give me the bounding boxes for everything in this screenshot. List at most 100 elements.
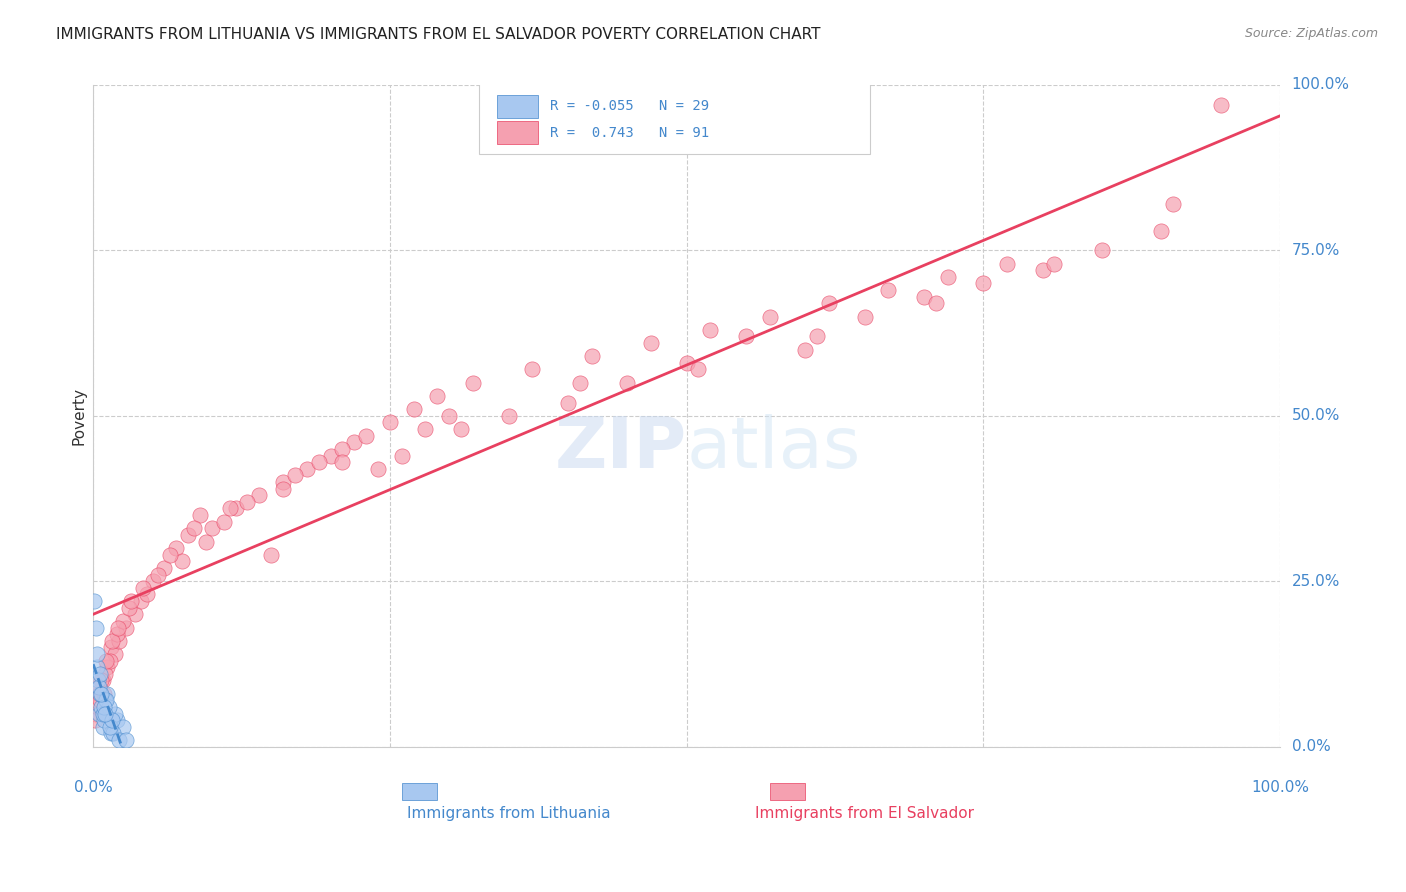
Point [108, 733, 131, 747]
Point [391, 449, 413, 463]
Point [87, 673, 110, 688]
Point [153, 561, 176, 575]
Point [87, 687, 110, 701]
Point [111, 720, 134, 734]
Point [183, 521, 205, 535]
Bar [496, 95, 538, 118]
Point [402, 402, 425, 417]
Point [284, 468, 307, 483]
Bar [769, 783, 806, 799]
Point [522, 362, 544, 376]
Point [124, 607, 146, 622]
Point [115, 733, 138, 747]
Bar [402, 783, 437, 799]
Point [89, 666, 111, 681]
Point [818, 296, 841, 310]
Point [97, 700, 120, 714]
Point [1161, 197, 1184, 211]
Point [557, 395, 579, 409]
Point [461, 376, 484, 390]
FancyBboxPatch shape [479, 82, 870, 154]
Point [295, 461, 318, 475]
Text: 50.0%: 50.0% [1292, 409, 1340, 424]
Point [354, 428, 377, 442]
Point [103, 726, 125, 740]
Point [201, 521, 224, 535]
Point [105, 627, 128, 641]
Point [794, 343, 817, 357]
Bar [496, 121, 538, 145]
Point [148, 567, 170, 582]
Point [132, 581, 155, 595]
Point [141, 574, 163, 589]
Point [225, 501, 247, 516]
Text: Source: ZipAtlas.com: Source: ZipAtlas.com [1244, 27, 1378, 40]
Point [84, 706, 107, 721]
Point [735, 329, 758, 343]
Point [100, 640, 122, 655]
Text: 0.0%: 0.0% [1292, 739, 1330, 754]
Point [87, 680, 110, 694]
Point [83, 594, 105, 608]
Point [89, 687, 111, 701]
Point [332, 455, 354, 469]
Point [426, 389, 449, 403]
Point [111, 614, 134, 628]
Point [165, 541, 187, 556]
Point [1150, 223, 1173, 237]
Point [936, 269, 959, 284]
Point [1032, 263, 1054, 277]
Point [177, 528, 200, 542]
Point [218, 501, 240, 516]
Point [86, 647, 108, 661]
Point [271, 482, 294, 496]
Text: 25.0%: 25.0% [1292, 574, 1340, 589]
Point [120, 594, 142, 608]
Point [101, 713, 124, 727]
Point [616, 376, 638, 390]
Point [96, 654, 118, 668]
Point [877, 283, 900, 297]
Point [212, 515, 235, 529]
Point [271, 475, 294, 489]
Point [688, 362, 710, 376]
Point [94, 666, 117, 681]
Point [91, 706, 114, 721]
Text: Immigrants from El Salvador: Immigrants from El Salvador [755, 806, 974, 822]
Y-axis label: Poverty: Poverty [72, 387, 86, 445]
Point [89, 693, 111, 707]
Point [581, 349, 603, 363]
Point [332, 442, 354, 456]
Point [172, 554, 194, 568]
Point [96, 693, 118, 707]
Point [236, 495, 259, 509]
Point [343, 435, 366, 450]
Point [90, 700, 112, 714]
Point [94, 693, 117, 707]
Point [699, 323, 721, 337]
Point [96, 687, 118, 701]
Point [87, 706, 110, 721]
Point [91, 673, 114, 688]
Text: IMMIGRANTS FROM LITHUANIA VS IMMIGRANTS FROM EL SALVADOR POVERTY CORRELATION CHA: IMMIGRANTS FROM LITHUANIA VS IMMIGRANTS … [56, 27, 821, 42]
Point [1043, 257, 1066, 271]
Point [105, 713, 128, 727]
Point [103, 706, 125, 721]
Text: Immigrants from Lithuania: Immigrants from Lithuania [406, 806, 610, 822]
Point [188, 508, 211, 522]
Point [86, 660, 108, 674]
Point [925, 296, 948, 310]
Point [853, 310, 876, 324]
Text: R =  0.743   N = 91: R = 0.743 N = 91 [550, 126, 709, 139]
Point [90, 687, 112, 701]
Point [378, 416, 401, 430]
Point [100, 726, 122, 740]
Point [129, 594, 152, 608]
Point [86, 700, 108, 714]
Point [758, 310, 780, 324]
Point [135, 587, 157, 601]
Point [84, 621, 107, 635]
Text: ZIP: ZIP [554, 415, 686, 483]
Point [103, 647, 125, 661]
Point [437, 409, 460, 423]
